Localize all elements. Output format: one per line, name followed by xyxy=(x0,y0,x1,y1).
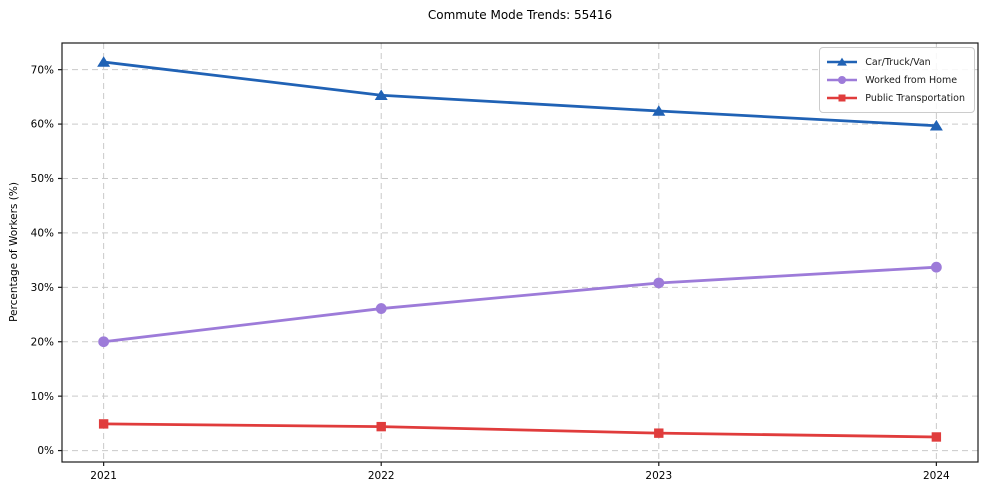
data-point-square xyxy=(376,421,386,432)
legend-sample-marker xyxy=(838,94,846,102)
data-point-circle xyxy=(653,277,665,289)
legend-label: Worked from Home xyxy=(865,74,958,86)
line-triangle-marker-icon xyxy=(827,57,858,66)
legend-item-worked-from-home: Worked from Home xyxy=(827,71,965,89)
legend: Car/Truck/Van Worked from Home Public Tr… xyxy=(819,47,975,113)
series-line xyxy=(102,265,938,344)
data-point-circle xyxy=(98,336,110,348)
y-tick-label: 60% xyxy=(31,119,54,131)
y-tick-label: 30% xyxy=(31,282,54,294)
series-line xyxy=(102,422,938,439)
x-tick-label: 2021 xyxy=(90,470,117,482)
series-line xyxy=(102,60,938,128)
y-tick-label: 40% xyxy=(31,228,54,240)
x-tick-label: 2024 xyxy=(923,470,950,482)
legend-sample-marker xyxy=(837,57,848,66)
data-point-triangle xyxy=(97,56,111,67)
legend-item-car-truck-van: Car/Truck/Van xyxy=(827,53,965,71)
data-point-square xyxy=(98,419,109,429)
data-point-square xyxy=(931,432,942,442)
data-point-triangle xyxy=(929,119,943,131)
data-point-circle xyxy=(375,303,387,314)
line-square-marker-icon xyxy=(827,94,858,102)
y-tick-label: 20% xyxy=(31,336,54,348)
legend-item-public-transportation: Public Transportation xyxy=(827,89,965,107)
x-tick-label: 2023 xyxy=(645,470,672,482)
data-point-triangle xyxy=(374,89,388,100)
x-tick-label: 2022 xyxy=(368,470,395,482)
y-tick-label: 50% xyxy=(31,173,54,185)
y-tick-label: 10% xyxy=(31,391,54,403)
axes-spines xyxy=(61,42,979,463)
y-tick-label: 70% xyxy=(31,64,54,76)
legend-label: Public Transportation xyxy=(865,92,965,104)
legend-sample-marker xyxy=(838,76,847,84)
data-point-triangle xyxy=(652,105,666,116)
data-point-circle xyxy=(930,261,942,273)
line-circle-marker-icon xyxy=(827,76,858,84)
y-tick-label: 0% xyxy=(37,445,54,457)
data-point-square xyxy=(654,428,664,438)
chart-title: Commute Mode Trends: 55416 xyxy=(427,8,613,22)
legend-label: Car/Truck/Van xyxy=(865,56,931,68)
